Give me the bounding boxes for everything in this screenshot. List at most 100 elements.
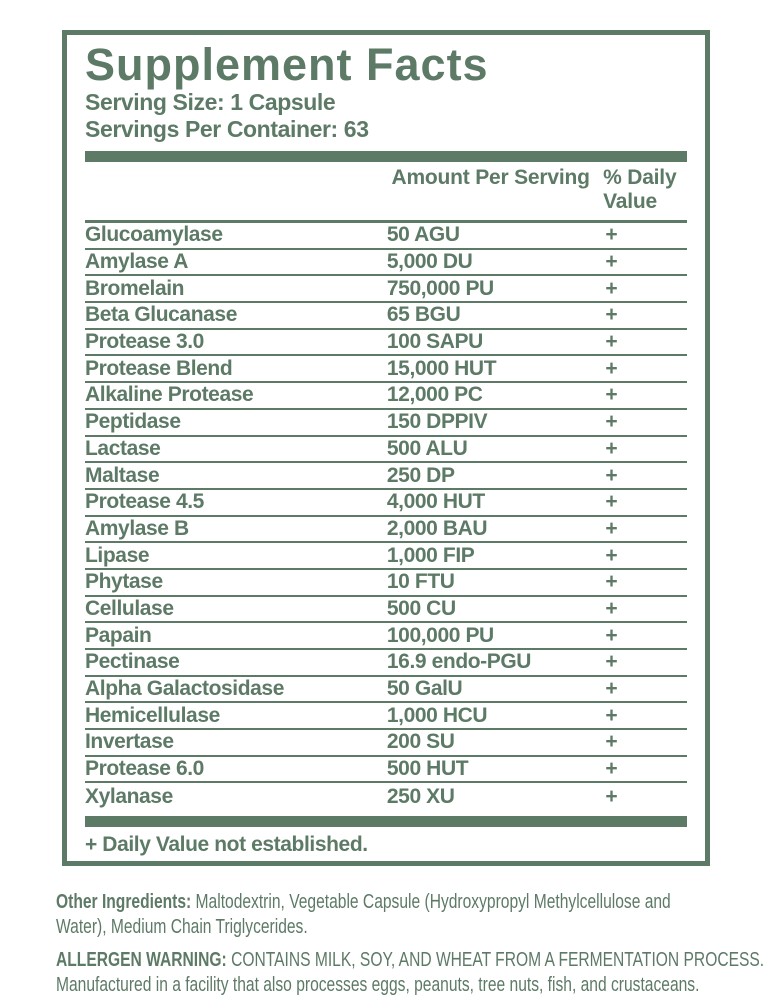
ingredient-daily-value: + [605, 596, 618, 620]
table-row: Xylanase 250 XU + [85, 783, 687, 810]
ingredient-daily-value: + [605, 757, 618, 781]
table-row: Peptidase 150 DPPIV + [85, 410, 687, 437]
ingredient-amount: 65 BGU [386, 303, 461, 327]
column-header-percent-daily-value: % Daily Value [603, 166, 677, 213]
ingredient-name: Amylase A [85, 250, 189, 274]
serving-size: Serving Size: 1 Capsule [85, 89, 336, 115]
table-row: Alpha Galactosidase 50 GalU + [85, 677, 687, 704]
ingredient-name: Protease 3.0 [85, 330, 204, 354]
ingredient-daily-value: + [605, 383, 618, 407]
table-row: Amylase B 2,000 BAU + [85, 517, 687, 544]
ingredient-name: Lactase [85, 436, 161, 460]
table-row: Amylase A 5,000 DU + [85, 250, 687, 277]
allergen-warning-text: CONTAINS MILK, SOY, AND WHEAT FROM A FER… [56, 949, 765, 996]
ingredient-name: Papain [85, 623, 152, 647]
ingredient-name: Phytase [85, 570, 163, 594]
ingredient-rows: Glucoamylase 50 AGU + Amylase A 5,000 DU + Bro… [85, 223, 687, 810]
table-row: Maltase 250 DP + [85, 463, 687, 490]
ingredient-daily-value: + [605, 730, 618, 754]
table-row: Hemicellulase 1,000 HCU + [85, 703, 687, 731]
ingredient-daily-value: + [605, 784, 618, 808]
ingredient-daily-value: + [605, 650, 618, 674]
ingredient-name: Alkaline Protease [85, 383, 254, 407]
ingredient-daily-value: + [605, 623, 618, 647]
table-row: Lactase 500 ALU + [85, 437, 687, 464]
allergen-warning-label: ALLERGEN WARNING: [56, 949, 227, 971]
table-row: Pectinase 16.9 endo-PGU + [85, 650, 687, 677]
ingredient-name: Beta Glucanase [85, 303, 237, 327]
ingredient-daily-value: + [605, 570, 618, 594]
ingredient-amount: 1,000 HCU [386, 703, 488, 727]
ingredient-amount: 16.9 endo-PGU [386, 650, 532, 674]
ingredient-amount: 750,000 PU [386, 276, 494, 300]
ingredient-amount: 50 AGU [386, 223, 460, 247]
table-row: Glucoamylase 50 AGU + [85, 223, 687, 250]
ingredient-amount: 1,000 FIP [386, 543, 475, 567]
ingredient-daily-value: + [605, 516, 618, 540]
table-row: Lipase 1,000 FIP + [85, 543, 687, 570]
ingredient-daily-value: + [605, 463, 618, 487]
panel-title: Supplement Facts [85, 39, 489, 90]
ingredient-name: Protease Blend [85, 356, 233, 380]
ingredient-name: Alpha Galactosidase [85, 677, 284, 701]
ingredient-name: Maltase [85, 463, 160, 487]
thick-divider-bottom [85, 816, 687, 828]
ingredient-daily-value: + [605, 677, 618, 701]
ingredient-daily-value: + [605, 490, 618, 514]
thick-divider-top [85, 151, 687, 162]
ingredient-name: Bromelain [85, 276, 185, 300]
ingredient-daily-value: + [605, 436, 618, 460]
ingredient-name: Hemicellulase [85, 703, 220, 727]
ingredient-daily-value: + [605, 330, 618, 354]
header-spacer [85, 166, 391, 214]
table-header-row: Amount Per Serving % Daily Value [85, 166, 687, 223]
ingredient-daily-value: + [605, 543, 618, 567]
supplement-facts-panel: Supplement Facts Serving Size: 1 Capsule… [62, 30, 710, 866]
table-row: Protease 4.5 4,000 HUT + [85, 490, 687, 517]
ingredient-name: Invertase [85, 730, 174, 754]
table-row: Cellulase 500 CU + [85, 597, 687, 624]
ingredient-daily-value: + [605, 356, 618, 380]
ingredient-amount: 10 FTU [386, 570, 455, 594]
ingredient-amount: 50 GalU [386, 677, 463, 701]
ingredient-daily-value: + [605, 276, 618, 300]
ingredient-amount: 250 DP [386, 463, 455, 487]
table-row: Phytase 10 FTU + [85, 570, 687, 597]
ingredient-amount: 500 ALU [386, 436, 468, 460]
table-row: Invertase 200 SU + [85, 730, 687, 757]
daily-value-footnote: + Daily Value not established. [85, 833, 368, 857]
ingredient-name: Lipase [85, 543, 150, 567]
ingredient-amount: 12,000 PC [386, 383, 483, 407]
ingredient-name: Protease 4.5 [85, 490, 204, 514]
table-row: Papain 100,000 PU + [85, 623, 687, 650]
column-header-amount-per-serving: Amount Per Serving [391, 166, 590, 189]
allergen-warning-paragraph: ALLERGEN WARNING: CONTAINS MILK, SOY, AN… [56, 948, 768, 997]
ingredient-name: Amylase B [85, 516, 189, 540]
servings-per-container: Servings Per Container: 63 [85, 116, 369, 142]
ingredient-daily-value: + [605, 703, 618, 727]
ingredient-amount: 100,000 PU [386, 623, 494, 647]
ingredient-amount: 100 SAPU [386, 330, 483, 354]
other-ingredients-paragraph: Other Ingredients: Maltodextrin, Vegetab… [56, 890, 703, 939]
ingredient-amount: 4,000 HUT [386, 490, 485, 514]
ingredient-daily-value: + [605, 250, 618, 274]
table-row: Bromelain 750,000 PU + [85, 276, 687, 304]
ingredient-amount: 500 CU [386, 596, 456, 620]
ingredient-name: Glucoamylase [85, 223, 223, 247]
other-ingredients-label: Other Ingredients: [56, 891, 192, 913]
ingredient-daily-value: + [605, 303, 618, 327]
ingredient-name: Peptidase [85, 410, 181, 434]
ingredient-amount: 2,000 BAU [386, 516, 488, 540]
table-row: Protease 3.0 100 SAPU + [85, 330, 687, 357]
ingredient-name: Xylanase [85, 784, 173, 808]
ingredient-name: Pectinase [85, 650, 180, 674]
ingredient-amount: 200 SU [386, 730, 455, 754]
table-row: Protease 6.0 500 HUT + [85, 757, 687, 784]
ingredient-name: Protease 6.0 [85, 757, 204, 781]
ingredient-daily-value: + [605, 410, 618, 434]
table-row: Protease Blend 15,000 HUT + [85, 356, 687, 384]
ingredient-amount: 500 HUT [386, 757, 469, 781]
other-ingredients-text: Maltodextrin, Vegetable Capsule (Hydroxy… [56, 891, 671, 938]
ingredient-daily-value: + [605, 223, 618, 247]
